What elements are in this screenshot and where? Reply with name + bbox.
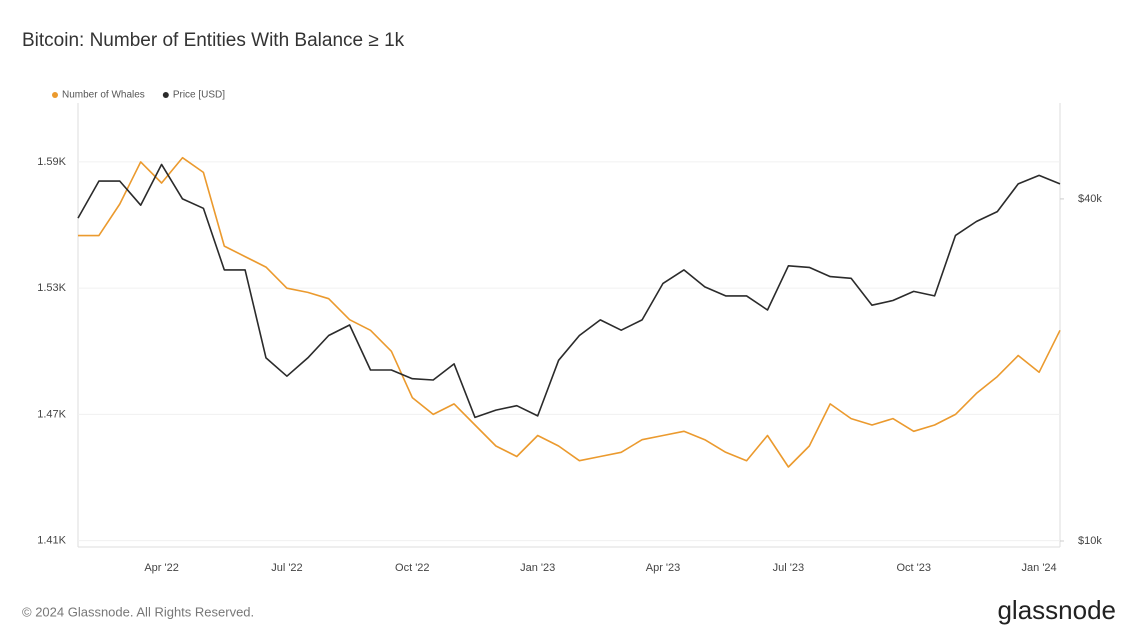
- legend-label: Price [USD]: [173, 90, 225, 101]
- x-tick-label: Oct '22: [395, 562, 430, 574]
- legend-marker: [162, 92, 169, 98]
- x-tick-label: Apr '23: [646, 562, 681, 574]
- y2-tick-label: $40k: [1078, 193, 1102, 205]
- y-tick-label: 1.59K: [37, 156, 66, 168]
- y-tick-label: 1.53K: [37, 282, 66, 294]
- series-line: [77, 163, 1061, 419]
- x-tick-label: Jan '23: [520, 562, 555, 574]
- chart-title: Bitcoin: Number of Entities With Balance…: [22, 30, 405, 51]
- y2-tick-label: $10k: [1078, 535, 1102, 547]
- copyright: © 2024 Glassnode. All Rights Reserved.: [22, 604, 254, 619]
- y-tick-label: 1.41K: [37, 535, 66, 547]
- x-tick-label: Oct '23: [896, 562, 931, 574]
- x-tick-label: Jul '22: [271, 562, 302, 574]
- x-tick-label: Jul '23: [773, 562, 804, 574]
- legend-label: Number of Whales: [62, 90, 145, 101]
- logo: glassnode: [997, 595, 1116, 625]
- x-tick-label: Jan '24: [1022, 562, 1057, 574]
- legend-marker: [52, 92, 58, 98]
- y-tick-label: 1.47K: [37, 408, 66, 420]
- series-line: [78, 156, 1061, 468]
- x-tick-label: Apr '22: [144, 562, 179, 574]
